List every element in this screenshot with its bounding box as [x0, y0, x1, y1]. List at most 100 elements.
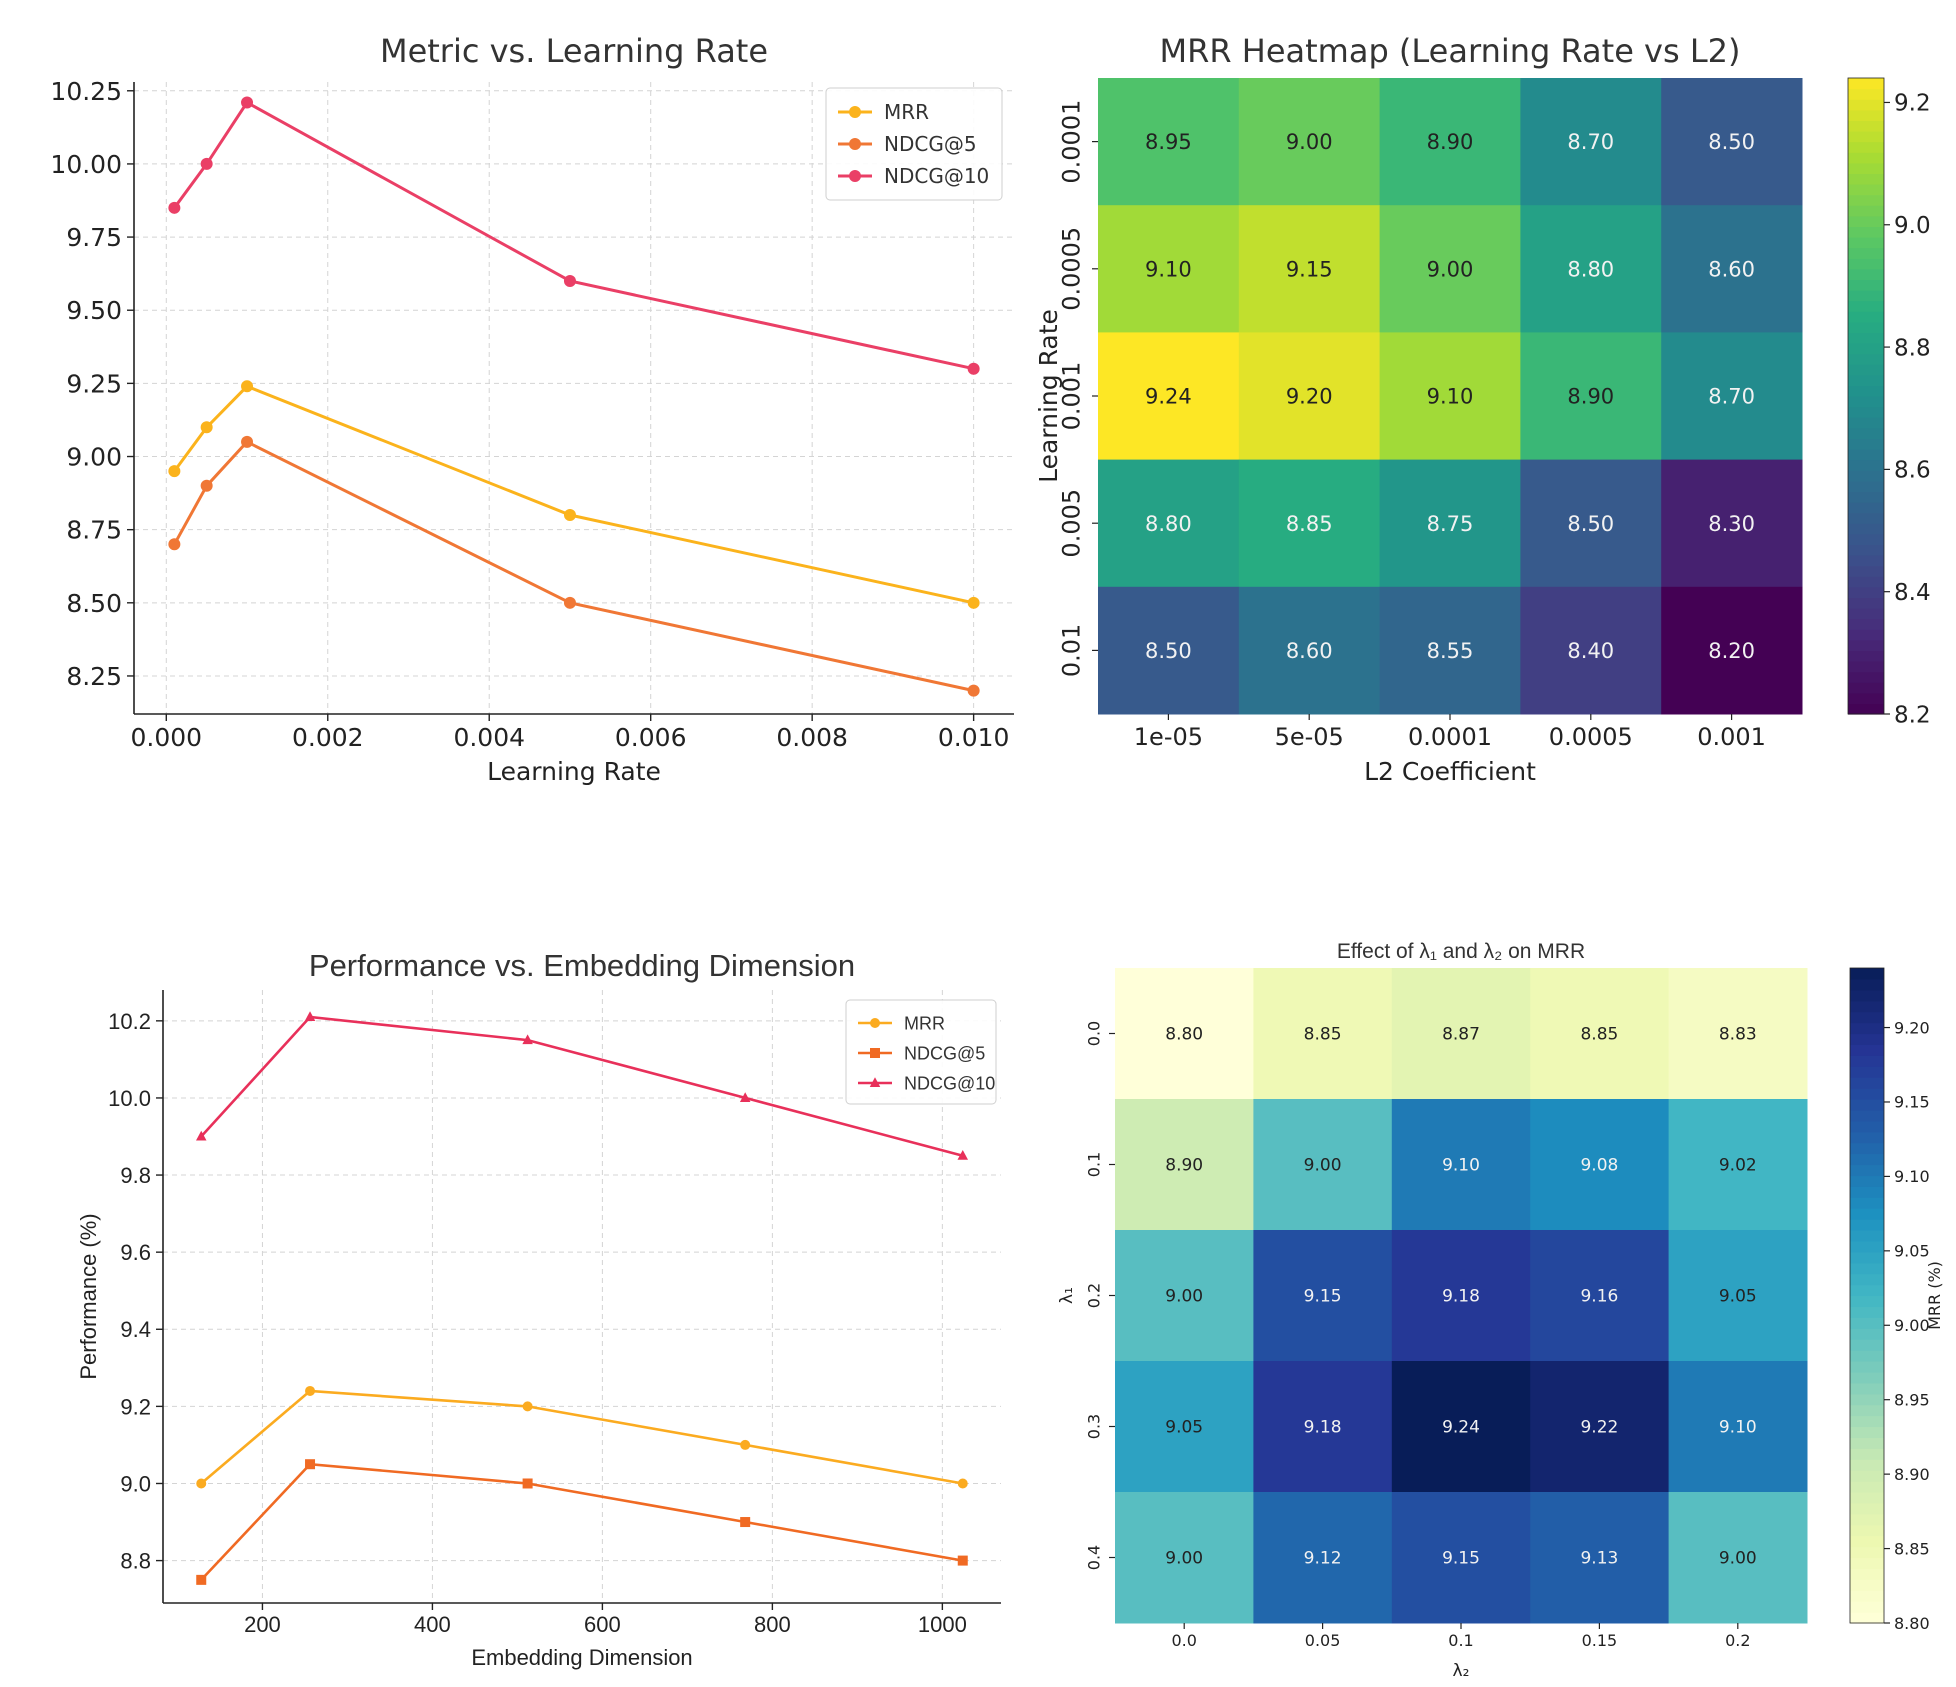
heatmap-cell	[1520, 78, 1662, 206]
cell-value-label: 9.18	[1442, 1287, 1480, 1307]
heatmap-cell	[1379, 78, 1521, 206]
heatmap-cell	[1391, 1492, 1531, 1624]
cell-value-label: 8.90	[1427, 130, 1474, 154]
chart-lr_lines: 0.000 0.002 0.004 0.006 0.008 0.010 8.25 8.50 8.…	[50, 32, 1014, 786]
x-tick-label: 0.1	[1448, 1631, 1473, 1650]
colorbar-segment	[1848, 502, 1884, 514]
colorbar: 8.80 8.85 8.90 8.95 9.00 9.05 9.10 9.15 9.20 MRR …	[1849, 967, 1944, 1633]
data-point	[168, 201, 181, 214]
y-tick-label: 0.0005	[1058, 227, 1086, 311]
cell-value-label: 9.12	[1304, 1549, 1342, 1569]
chart-title: Performance vs. Embedding Dimension	[309, 948, 855, 983]
colorbar-segment	[1848, 194, 1884, 206]
colorbar-segment	[1848, 374, 1884, 386]
data-point	[739, 1092, 751, 1102]
colorbar-segment	[1850, 1426, 1884, 1439]
colorbar-segment	[1848, 290, 1884, 302]
colorbar-segment	[1848, 427, 1884, 439]
colorbar-tick-label: 9.2	[1894, 91, 1931, 117]
cell-value-label: 9.00	[1427, 257, 1474, 281]
x-axis-label: λ₂	[1453, 1661, 1470, 1681]
series-ndcg-5	[196, 1459, 968, 1585]
heatmap-cell	[1098, 459, 1240, 588]
cell-value-label: 8.30	[1708, 512, 1755, 536]
cell-value-label: 9.24	[1145, 385, 1192, 409]
colorbar-tick-label: 8.85	[1894, 1539, 1930, 1558]
data-point	[967, 596, 980, 609]
data-point	[522, 1478, 533, 1489]
colorbar-segment	[1848, 650, 1884, 662]
heatmap-cell	[1253, 1099, 1393, 1231]
heatmap-cell	[1238, 459, 1381, 588]
colorbar-segment	[1850, 1404, 1884, 1417]
colorbar-segment	[1848, 226, 1884, 238]
x-tick-label: 400	[414, 1612, 451, 1637]
colorbar-segment	[1850, 1197, 1884, 1209]
colorbar-segment	[1850, 1448, 1884, 1460]
colorbar-segment	[1848, 682, 1884, 694]
cell-value-label: 9.22	[1580, 1418, 1618, 1438]
y-tick-label: 9.25	[66, 369, 122, 398]
colorbar-segment	[1848, 353, 1884, 365]
cell-value-label: 8.90	[1567, 385, 1614, 409]
data-point	[967, 684, 980, 697]
heatmap-cell	[1530, 1230, 1670, 1362]
data-point	[305, 1385, 316, 1396]
heatmap-cell	[1238, 78, 1381, 206]
colorbar-segment	[1850, 1088, 1884, 1100]
heatmap-cell	[1115, 1492, 1254, 1624]
cell-value-label: 8.40	[1567, 639, 1614, 663]
colorbar-segment	[1848, 417, 1884, 429]
x-tick-label: 1000	[918, 1612, 967, 1637]
heatmap-cell	[1661, 205, 1803, 333]
heatmap-cell	[1253, 1361, 1393, 1493]
x-tick-label: 0.008	[776, 723, 848, 752]
cell-value-label: 8.83	[1719, 1025, 1757, 1045]
colorbar-tick-label: 8.80	[1894, 1614, 1930, 1633]
colorbar-segment	[1850, 1481, 1884, 1493]
colorbar-segment	[1850, 1055, 1884, 1067]
colorbar-segment	[1850, 1371, 1884, 1384]
x-axis-label: Embedding Dimension	[471, 1645, 692, 1670]
series-ndcg-10	[195, 1011, 969, 1160]
heatmap-cell	[1238, 205, 1381, 333]
colorbar-segment	[1850, 1568, 1884, 1580]
heatmap-cell	[1520, 586, 1662, 715]
colorbar-segment	[1848, 491, 1884, 503]
colorbar-segment	[1848, 173, 1884, 185]
colorbar-segment	[1850, 1153, 1884, 1166]
cell-value-label: 9.08	[1580, 1156, 1618, 1176]
colorbar-segment	[1850, 1350, 1884, 1362]
colorbar-segment	[1850, 1033, 1884, 1046]
heatmap-cell	[1661, 459, 1803, 588]
colorbar-segment	[1848, 512, 1884, 524]
heatmap-cell	[1238, 586, 1381, 715]
y-tick-label: 9.50	[66, 296, 122, 325]
x-tick-label: 5e-05	[1275, 723, 1344, 751]
colorbar-segment	[1848, 300, 1884, 312]
chart-title: Metric vs. Learning Rate	[380, 32, 768, 70]
heatmap-cell	[1379, 459, 1521, 588]
colorbar-segment	[1848, 120, 1884, 132]
cell-value-label: 9.15	[1304, 1287, 1342, 1307]
colorbar-segment	[1850, 1186, 1884, 1198]
colorbar-segment	[1850, 1317, 1884, 1329]
colorbar-segment	[1848, 661, 1884, 673]
data-point	[957, 1555, 968, 1566]
y-tick-label: 8.50	[66, 589, 122, 618]
colorbar-segment	[1850, 1306, 1884, 1318]
legend: MRR NDCG@5 NDCG@10	[825, 87, 1003, 201]
colorbar-segment	[1848, 215, 1884, 227]
colorbar-segment	[1848, 184, 1884, 196]
colorbar-segment	[1848, 470, 1884, 482]
y-tick-label: 9.6	[120, 1240, 151, 1265]
data-point	[869, 1077, 881, 1087]
colorbar-segment	[1848, 364, 1884, 376]
colorbar-segment	[1850, 1415, 1884, 1428]
cell-value-label: 9.00	[1286, 130, 1333, 154]
colorbar-segment	[1850, 1011, 1884, 1024]
colorbar-segment	[1848, 78, 1884, 90]
cell-value-label: 9.05	[1165, 1418, 1203, 1438]
colorbar-segment	[1850, 1099, 1884, 1111]
colorbar-segment	[1850, 1328, 1884, 1340]
